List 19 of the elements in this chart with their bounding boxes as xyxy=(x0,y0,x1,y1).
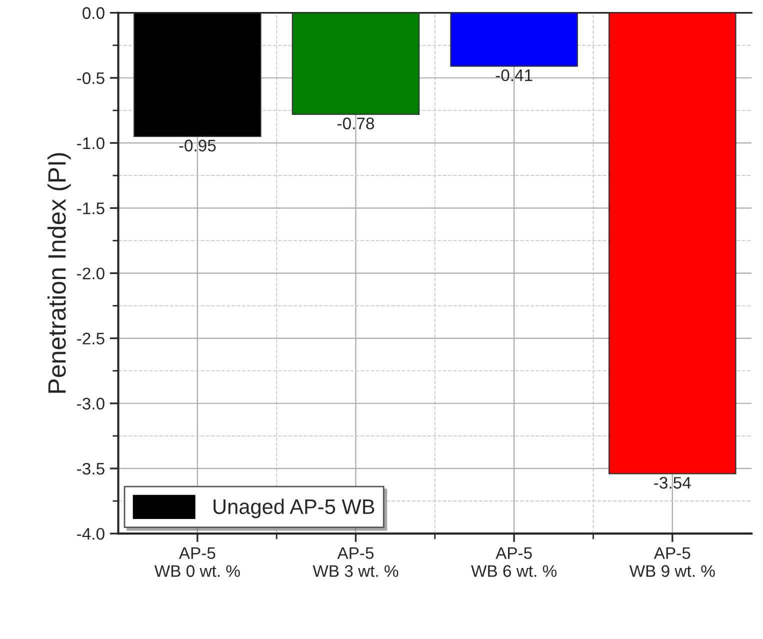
y-tick-label: -2.0 xyxy=(77,268,104,280)
data-label: -0.95 xyxy=(179,140,216,152)
y-tick-label: -3.0 xyxy=(77,398,104,410)
x-tick-label: AP-5 WB 3 wt. % xyxy=(312,547,398,577)
y-axis-title: Penetration Index (PI) xyxy=(47,153,71,393)
y-tick-label: 0.0 xyxy=(82,7,104,19)
y-tick-label: -3.5 xyxy=(77,462,104,475)
x-tick-label: AP-5 WB 6 wt. % xyxy=(471,547,557,577)
y-tick-label: -1.0 xyxy=(77,137,104,150)
data-label: -0.41 xyxy=(496,69,532,82)
x-tick-label: AP-5 WB 0 wt. % xyxy=(154,547,240,577)
y-tick-label: -1.5 xyxy=(77,202,104,214)
legend-label: Unaged AP-5 WB xyxy=(214,498,374,518)
x-tick-label: AP-5 WB 9 wt. % xyxy=(629,547,715,577)
data-label: -3.54 xyxy=(654,476,691,489)
y-tick-label: -2.5 xyxy=(77,332,104,344)
y-tick-label: -4.0 xyxy=(77,528,104,540)
data-label: -0.78 xyxy=(337,118,374,130)
y-tick-label: -0.5 xyxy=(77,72,104,84)
